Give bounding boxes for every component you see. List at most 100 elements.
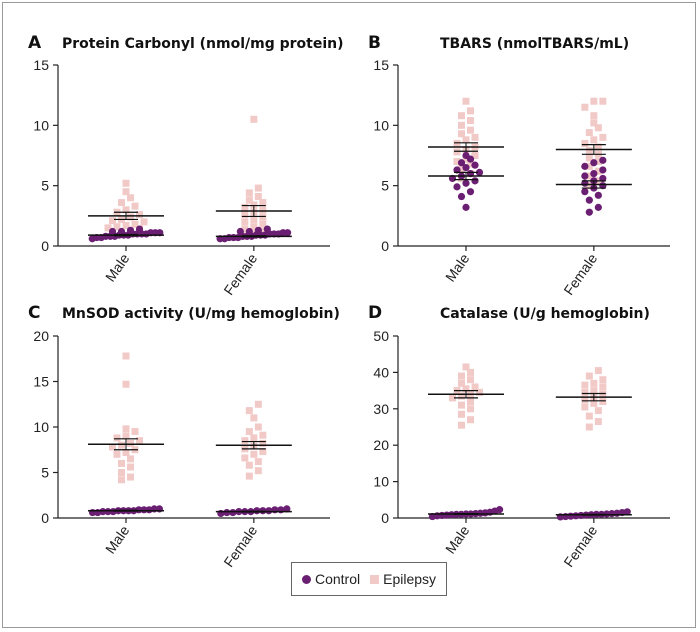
epilepsy-point xyxy=(113,223,121,231)
epilepsy-point xyxy=(467,107,474,115)
control-point xyxy=(462,179,470,187)
epilepsy-point xyxy=(599,383,607,391)
epilepsy-point xyxy=(127,213,134,221)
epilepsy-point xyxy=(131,428,139,436)
epilepsy-point xyxy=(109,443,116,451)
y-tick-label: 50 xyxy=(373,328,389,344)
epilepsy-point xyxy=(453,148,461,156)
epilepsy-point xyxy=(476,388,483,396)
epilepsy-point xyxy=(458,372,465,380)
y-tick-label: 5 xyxy=(381,178,389,194)
panel-letter: B xyxy=(368,33,381,53)
chart-panel-d: D Catalase (U/g hemoglobin) 0 10 20 30 40 50 Mal… xyxy=(368,303,670,570)
y-tick-label: 10 xyxy=(33,419,49,435)
panel-letter: A xyxy=(28,33,42,53)
epilepsy-point xyxy=(594,407,602,415)
epilepsy-point xyxy=(241,437,249,445)
epilepsy-point xyxy=(113,434,121,442)
legend-item-control: Control xyxy=(301,571,360,587)
epilepsy-point xyxy=(594,143,602,151)
epilepsy-point xyxy=(471,133,479,141)
epilepsy-point xyxy=(140,218,148,226)
epilepsy-point xyxy=(136,211,143,219)
epilepsy-point xyxy=(449,394,456,402)
epilepsy-point xyxy=(254,400,262,408)
epilepsy-point xyxy=(599,133,607,141)
control-point xyxy=(581,162,589,170)
epilepsy-point xyxy=(254,467,262,475)
epilepsy-point xyxy=(250,215,258,223)
epilepsy-point xyxy=(245,407,253,415)
epilepsy-point xyxy=(467,398,474,406)
epilepsy-point xyxy=(122,352,130,360)
control-point xyxy=(590,170,598,178)
control-point xyxy=(117,227,126,236)
epilepsy-point xyxy=(245,428,253,436)
control-point xyxy=(457,159,466,167)
epilepsy-point xyxy=(118,441,125,449)
epilepsy-point xyxy=(113,450,121,458)
epilepsy-point xyxy=(259,431,267,439)
epilepsy-point xyxy=(250,450,258,458)
chart-title: Protein Carbonyl (nmol/mg protein) xyxy=(62,36,344,52)
control-point xyxy=(599,156,607,164)
epilepsy-point xyxy=(241,218,249,226)
y-tick-label: 5 xyxy=(41,178,49,194)
epilepsy-point xyxy=(585,172,593,180)
epilepsy-point xyxy=(590,136,598,144)
epilepsy-point xyxy=(122,179,130,187)
control-point xyxy=(283,505,291,513)
epilepsy-point xyxy=(453,139,461,147)
epilepsy-point xyxy=(594,418,602,426)
control-point xyxy=(585,208,593,216)
control-point xyxy=(581,172,589,180)
epilepsy-point xyxy=(581,403,589,411)
control-point xyxy=(254,226,262,234)
epilepsy-square-icon xyxy=(370,574,380,584)
x-tick-label: Male xyxy=(442,250,473,284)
y-tick-label: 10 xyxy=(373,117,389,133)
epilepsy-point xyxy=(467,160,474,168)
epilepsy-point xyxy=(250,115,258,123)
epilepsy-point xyxy=(254,458,262,466)
epilepsy-point xyxy=(250,434,258,442)
control-point xyxy=(126,226,135,234)
control-point xyxy=(471,161,479,169)
control-point xyxy=(462,203,470,211)
epilepsy-point xyxy=(118,476,125,484)
control-point xyxy=(590,159,598,167)
epilepsy-point xyxy=(590,119,598,127)
y-tick-label: 0 xyxy=(41,510,49,526)
epilepsy-point xyxy=(122,380,130,388)
epilepsy-point xyxy=(241,203,249,211)
epilepsy-point xyxy=(581,396,589,404)
control-point xyxy=(581,188,589,196)
x-tick-label: Female xyxy=(560,522,600,570)
control-point xyxy=(496,506,504,514)
chart-title: TBARS (nmolTBARS/mL) xyxy=(440,36,629,52)
epilepsy-point xyxy=(594,158,602,166)
epilepsy-point xyxy=(118,469,125,476)
epilepsy-point xyxy=(590,399,598,407)
epilepsy-point xyxy=(590,97,598,105)
control-point xyxy=(223,508,231,517)
y-tick-label: 15 xyxy=(373,57,389,73)
y-tick-label: 0 xyxy=(381,238,389,254)
epilepsy-point xyxy=(471,152,479,159)
epilepsy-point xyxy=(127,463,134,471)
x-tick-label: Male xyxy=(442,522,473,556)
epilepsy-point xyxy=(259,220,267,228)
epilepsy-point xyxy=(585,412,593,420)
epilepsy-point xyxy=(131,202,139,210)
epilepsy-point xyxy=(127,455,134,463)
epilepsy-point xyxy=(590,387,598,395)
control-point xyxy=(599,174,607,183)
epilepsy-point xyxy=(599,390,607,398)
y-tick-label: 40 xyxy=(373,364,389,380)
control-point xyxy=(104,508,112,516)
epilepsy-point xyxy=(127,194,134,202)
epilepsy-point xyxy=(122,221,130,229)
epilepsy-point xyxy=(467,368,474,376)
epilepsy-point xyxy=(254,423,262,431)
